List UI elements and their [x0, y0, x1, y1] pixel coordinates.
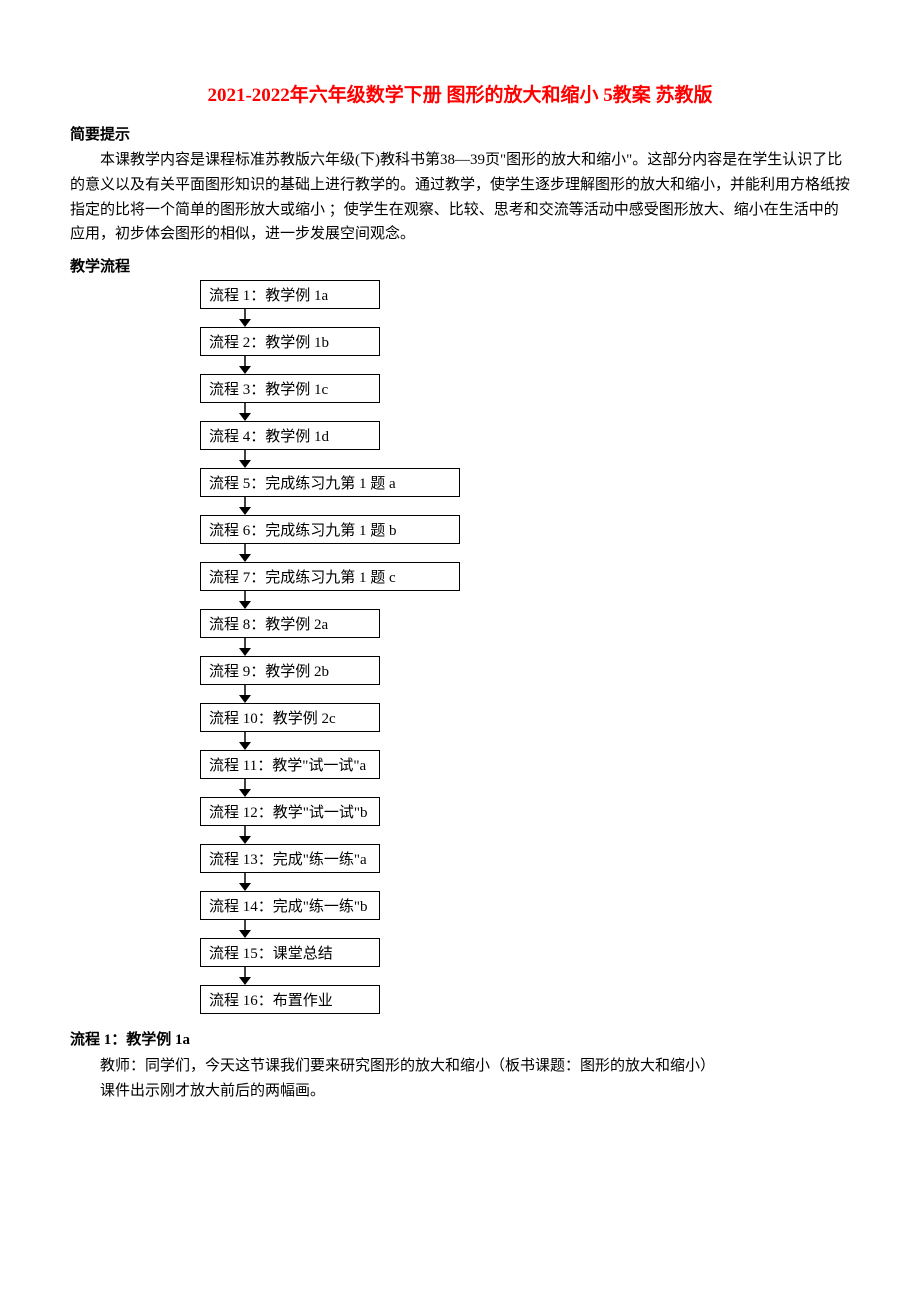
- flow-arrow: [235, 779, 850, 797]
- flow-arrow: [235, 732, 850, 750]
- flow-node: 流程 15：课堂总结: [200, 938, 380, 967]
- footer-line-2: 课件出示刚才放大前后的两幅画。: [70, 1079, 850, 1105]
- flow-arrow: [235, 967, 850, 985]
- flow-arrow: [235, 544, 850, 562]
- flow-node: 流程 13：完成"练一练"a: [200, 844, 380, 873]
- footer-line-1: 教师：同学们，今天这节课我们要来研究图形的放大和缩小（板书课题：图形的放大和缩小…: [70, 1054, 850, 1080]
- flow-arrow: [235, 873, 850, 891]
- flow-node: 流程 9：教学例 2b: [200, 656, 380, 685]
- flow-arrow: [235, 356, 850, 374]
- flow-node: 流程 2：教学例 1b: [200, 327, 380, 356]
- flow-node: 流程 14：完成"练一练"b: [200, 891, 380, 920]
- flow-node: 流程 11：教学"试一试"a: [200, 750, 380, 779]
- flow-arrow: [235, 685, 850, 703]
- flow-arrow: [235, 497, 850, 515]
- flow-arrow: [235, 450, 850, 468]
- flow-node: 流程 5：完成练习九第 1 题 a: [200, 468, 460, 497]
- section-brief-heading: 简要提示: [70, 123, 850, 144]
- footer-heading: 流程 1：教学例 1a: [70, 1028, 850, 1054]
- flow-arrow: [235, 638, 850, 656]
- intro-paragraph: 本课教学内容是课程标准苏教版六年级(下)教科书第38—39页"图形的放大和缩小"…: [70, 148, 850, 247]
- flow-node: 流程 3：教学例 1c: [200, 374, 380, 403]
- flow-node: 流程 4：教学例 1d: [200, 421, 380, 450]
- flow-arrow: [235, 826, 850, 844]
- flow-arrow: [235, 309, 850, 327]
- flow-node: 流程 1：教学例 1a: [200, 280, 380, 309]
- flow-arrow: [235, 920, 850, 938]
- flow-node: 流程 8：教学例 2a: [200, 609, 380, 638]
- flow-node: 流程 12：教学"试一试"b: [200, 797, 380, 826]
- flow-node: 流程 6：完成练习九第 1 题 b: [200, 515, 460, 544]
- flowchart-container: 流程 1：教学例 1a 流程 2：教学例 1b 流程 3：教学例 1c 流程 4：教学…: [200, 280, 850, 1014]
- flow-arrow: [235, 591, 850, 609]
- footer-section: 流程 1：教学例 1a 教师：同学们，今天这节课我们要来研究图形的放大和缩小（板…: [70, 1028, 850, 1105]
- flow-node: 流程 10：教学例 2c: [200, 703, 380, 732]
- section-flow-heading: 教学流程: [70, 255, 850, 276]
- document-title: 2021-2022年六年级数学下册 图形的放大和缩小 5教案 苏教版: [70, 80, 850, 107]
- flow-node: 流程 7：完成练习九第 1 题 c: [200, 562, 460, 591]
- flow-arrow: [235, 403, 850, 421]
- flow-node: 流程 16：布置作业: [200, 985, 380, 1014]
